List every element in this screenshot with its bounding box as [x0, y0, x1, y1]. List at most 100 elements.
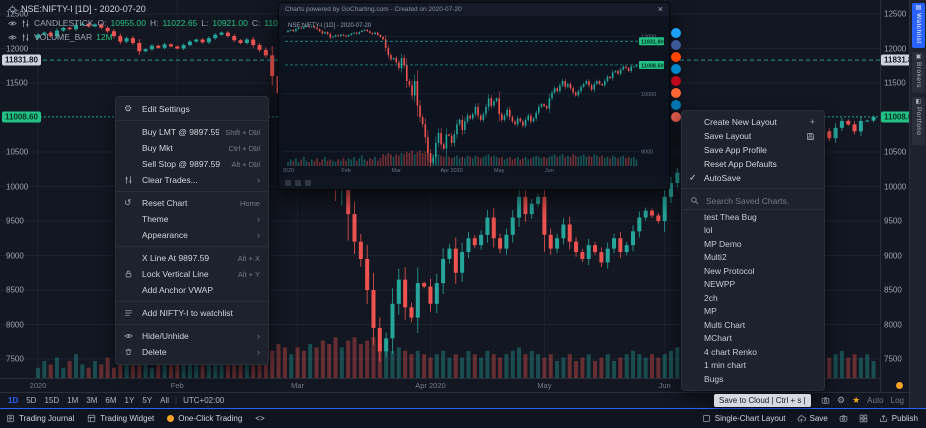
right-sidebar: ▤ Watchlist ▣ Brokers ◧ Portfolio — [909, 0, 926, 408]
status-dot[interactable] — [896, 382, 903, 389]
bottom-save-button[interactable]: Save — [797, 414, 828, 423]
context-menu-item[interactable]: Hide/Unhide › — [116, 328, 268, 344]
bottom-grid4-icon[interactable] — [859, 414, 868, 423]
button-label: Save — [809, 414, 828, 423]
button-label: Trading Widget — [100, 414, 155, 423]
context-menu-item[interactable]: Theme › — [116, 211, 268, 227]
saved-chart-item[interactable]: 2ch — [704, 292, 718, 303]
timeframe-all-button[interactable]: All — [160, 396, 170, 405]
context-menu-item[interactable]: Sell Stop @ 9897.59 Alt + Dbl — [116, 156, 268, 172]
layout-menu-item[interactable]: Reset App Defaults — [682, 157, 824, 171]
separator: | — [175, 396, 178, 405]
bottom-publish-button[interactable]: Publish — [879, 414, 918, 423]
social-twitter-icon[interactable] — [671, 28, 681, 38]
bottom-single-chart-layout-button[interactable]: Single-Chart Layout — [702, 414, 786, 423]
timeframe-1d-button[interactable]: 1D — [8, 396, 19, 405]
scale-auto-toggle[interactable]: Auto — [867, 396, 884, 405]
social-facebook-icon[interactable] — [671, 40, 681, 50]
context-menu-item[interactable]: Buy Mkt Ctrl + Dbl — [116, 140, 268, 156]
price-tick-label: 11500 — [6, 78, 28, 88]
saved-chart-item[interactable]: Multi Chart — [704, 319, 746, 330]
sidebar-tab-portfolio[interactable]: ◧ Portfolio — [912, 97, 925, 145]
scale-controls: ⚙ ★ Auto Log — [821, 395, 904, 406]
saved-chart-item[interactable]: Multi2 — [704, 252, 727, 263]
timezone-label[interactable]: UTC+02:00 — [183, 396, 225, 405]
social-telegram-icon[interactable] — [671, 64, 681, 74]
bottom-trading-widget-button[interactable]: Trading Widget — [87, 414, 154, 423]
price-tick-label: 12500 — [884, 9, 907, 19]
timeframe-buttons: 1D 5D 15D 1M 3M 6M 1Y 5Y All | UTC+02:00 — [4, 396, 228, 405]
timeframe-6m-button[interactable]: 6M — [105, 396, 117, 405]
publish-icon — [879, 414, 888, 423]
chevron-right-icon: › — [257, 331, 260, 341]
eye-icon[interactable] — [8, 19, 17, 28]
sidebar-tab-watchlist[interactable]: ▤ Watchlist — [912, 3, 925, 48]
context-menu-item[interactable]: Add Anchor VWAP — [116, 282, 268, 298]
star-icon[interactable]: ★ — [852, 395, 861, 405]
bottom-camera-icon[interactable] — [839, 414, 848, 423]
series-settings-icon[interactable] — [21, 19, 30, 28]
layout-menu-item[interactable]: Create New Layout + — [682, 115, 824, 129]
social-linkedin-icon[interactable] — [671, 100, 681, 110]
bottom-trading-journal-button[interactable]: Trading Journal — [6, 414, 74, 423]
sidebar-tab-brokers[interactable]: ▣ Brokers — [912, 52, 925, 93]
bottom-one-click-trading-button[interactable]: One-Click Trading — [167, 414, 242, 423]
popup-footer-icon[interactable] — [295, 179, 301, 186]
social-email-icon[interactable] — [671, 112, 681, 122]
svg-text:Mar: Mar — [391, 168, 401, 174]
timeframe-5d-button[interactable]: 5D — [26, 396, 37, 405]
chevron-right-icon: › — [257, 230, 260, 240]
saved-chart-item[interactable]: NEWPP — [704, 279, 736, 290]
popup-footer-icon[interactable] — [285, 179, 291, 186]
social-pinterest-icon[interactable] — [671, 76, 681, 86]
layout-menu-item[interactable]: Save App Profile — [682, 143, 824, 157]
camera-icon[interactable] — [821, 396, 830, 405]
saved-chart-item[interactable]: lol — [704, 225, 713, 236]
button-label: Trading Journal — [19, 414, 75, 423]
saved-chart-item[interactable]: MP — [704, 306, 717, 317]
timeframe-3m-button[interactable]: 3M — [86, 396, 98, 405]
context-menu-item[interactable]: Clear Trades... › — [116, 172, 268, 188]
layout-menu-item[interactable]: Save Layout — [682, 129, 824, 143]
scale-log-toggle[interactable]: Log — [890, 396, 904, 405]
saved-chart-item[interactable]: 4 chart Renko — [704, 346, 757, 357]
context-menu-item[interactable]: Buy LMT @ 9897.59 Shift + Dbl — [116, 124, 268, 140]
menu-item-label: Add Anchor VWAP — [142, 285, 214, 295]
saved-chart-item[interactable]: New Protocol — [704, 265, 755, 276]
timeframe-15d-button[interactable]: 15D — [44, 396, 60, 405]
search-input[interactable] — [704, 194, 808, 207]
chart-legend: NSE:NIFTY-I [1D] - 2020-07-20 CANDLESTIC… — [8, 3, 294, 43]
context-menu-item[interactable]: ↺ Reset Chart Home — [116, 195, 268, 211]
social-reddit-icon[interactable] — [671, 52, 681, 62]
context-menu-item[interactable]: Delete › — [116, 344, 268, 360]
volume-settings-icon[interactable] — [21, 33, 30, 42]
eye-icon[interactable] — [8, 33, 17, 42]
close-icon[interactable]: × — [657, 4, 663, 14]
price-tick-label: 8500 — [884, 285, 902, 295]
gear-icon[interactable]: ⚙ — [837, 395, 846, 405]
one-click-status-icon — [167, 415, 175, 422]
popup-footer-icon[interactable] — [305, 179, 311, 186]
timeframe-5y-button[interactable]: 5Y — [142, 396, 153, 405]
saved-chart-item[interactable]: Bugs — [704, 373, 724, 384]
timeframe-1y-button[interactable]: 1Y — [124, 396, 135, 405]
social-stocktwits-icon[interactable] — [671, 88, 681, 98]
saved-chart-item[interactable]: 1 min chart — [704, 360, 747, 371]
close-label: C: — [251, 18, 261, 28]
timeframe-1m-button[interactable]: 1M — [67, 396, 79, 405]
context-menu-item[interactable]: ⚙ Edit Settings — [116, 101, 268, 117]
saved-chart-item[interactable]: MP Demo — [704, 238, 742, 249]
context-menu-item[interactable]: Add NIFTY-I to watchlist — [116, 305, 268, 321]
symbol-search-icon[interactable] — [8, 4, 17, 14]
saved-chart-item[interactable]: test Thea Bug — [704, 211, 757, 222]
context-menu-item[interactable]: X Line At 9897.59 Alt + X — [116, 250, 268, 266]
svg-text:8000: 8000 — [641, 150, 653, 156]
layout-menu-item[interactable]: ✓ AutoSave — [682, 171, 824, 185]
bottom-icon-button[interactable]: <> — [255, 414, 264, 423]
symbol-title[interactable]: NSE:NIFTY-I [1D] - 2020-07-20 — [21, 4, 146, 14]
context-menu-item[interactable]: Appearance › — [116, 227, 268, 243]
context-menu-item[interactable]: Lock Vertical Line Alt + Y — [116, 266, 268, 282]
saved-chart-item[interactable]: MChart — [704, 333, 732, 344]
save-icon — [806, 132, 815, 141]
